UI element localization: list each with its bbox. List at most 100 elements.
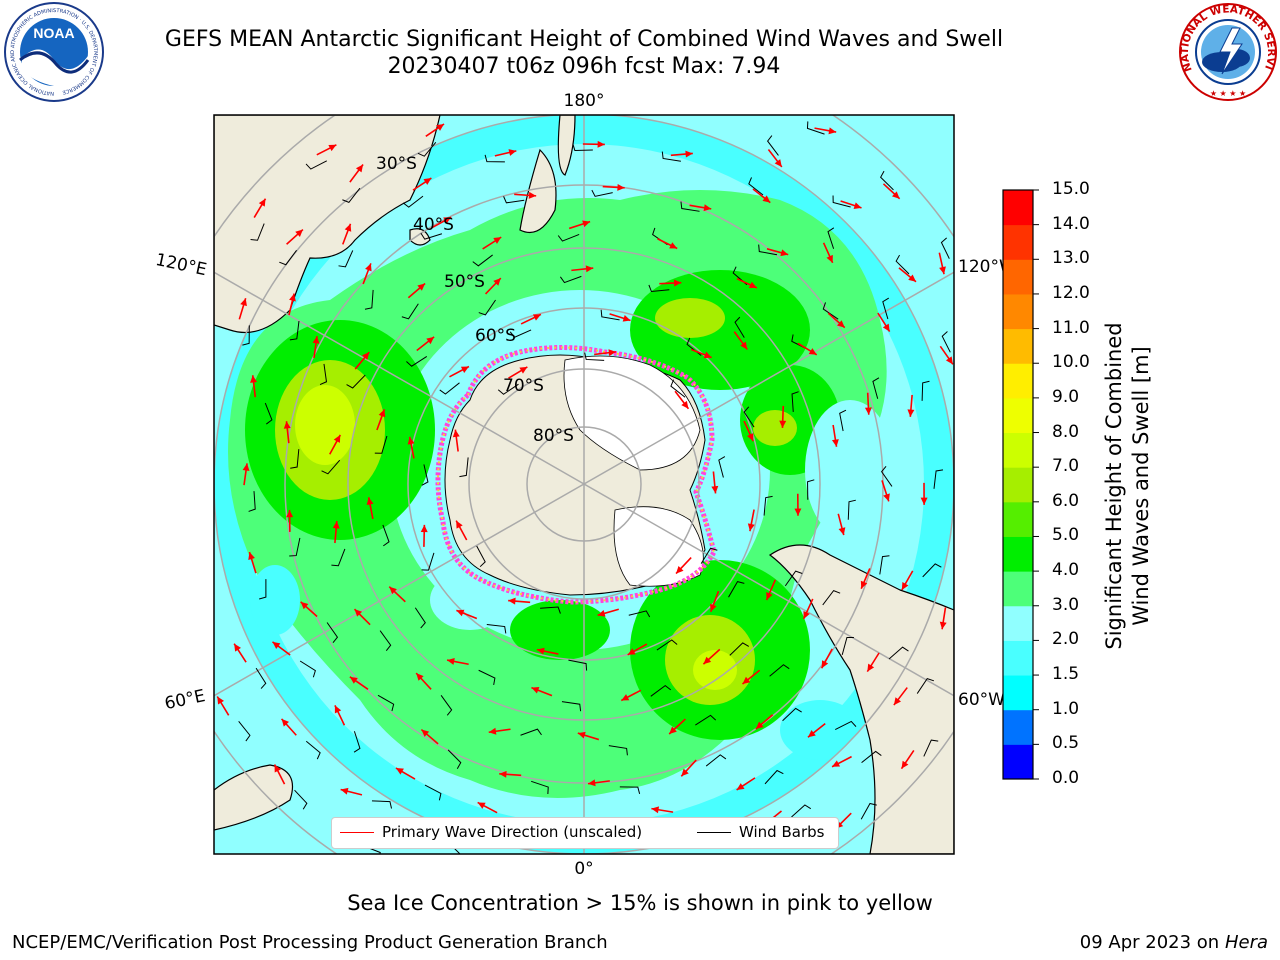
wind-barb — [882, 297, 890, 320]
wind-barb — [922, 563, 942, 578]
colorbar-bin — [1003, 640, 1033, 676]
chart-title: GEFS MEAN Antarctic Significant Height o… — [164, 27, 1004, 52]
wind-barb — [290, 449, 300, 469]
land-australia — [214, 115, 441, 334]
colorbar-tick-label: 9.0 — [1052, 386, 1080, 407]
wind-barb — [353, 731, 361, 753]
colorbar-label-line1: Significant Height of Combined — [1102, 322, 1126, 650]
colorbar-border — [1002, 189, 1034, 780]
wave-arrow-head — [531, 687, 540, 694]
wind-barb — [879, 555, 890, 575]
land-masses — [214, 115, 954, 854]
wave-arrow-head — [532, 314, 541, 321]
wind-barb — [619, 786, 641, 795]
wind-barb — [238, 721, 251, 742]
wave-arrow-head — [460, 366, 469, 373]
colorbar-tick-label: 8.0 — [1052, 421, 1080, 442]
wave-arrow-head — [443, 217, 452, 224]
wave-arrow-head — [456, 520, 463, 529]
colorbar-bin — [1003, 432, 1033, 468]
wave-arrow-head — [333, 434, 341, 443]
wind-barb — [861, 750, 882, 764]
colorbar-bin — [1003, 571, 1033, 607]
wind-barb — [888, 646, 909, 660]
wind-barb — [299, 660, 316, 678]
footer-date-text: 09 Apr 2023 on — [1079, 932, 1225, 953]
wave-arrow-head — [417, 283, 426, 291]
wave-arrow-head — [328, 144, 337, 152]
wave-arrow-head — [837, 320, 845, 328]
wave-arrow-head — [378, 409, 386, 418]
wind-barb — [242, 325, 250, 346]
chart-subtitle: 20230407 t06z 096h fcst Max: 7.94 — [387, 54, 781, 79]
wind-barbs — [238, 121, 951, 854]
wind-barb — [941, 331, 951, 353]
wave-arrow-head — [597, 140, 605, 148]
wave-arrow-head — [807, 730, 816, 738]
wave-arrow-head — [681, 400, 689, 409]
colorbar-bin — [1003, 744, 1033, 780]
legend-swatch-wind-barbs — [697, 832, 731, 833]
lat-label-70s: 70°S — [503, 376, 544, 396]
wave-arrow-head — [622, 315, 631, 322]
wave-arrow-head — [703, 351, 712, 359]
wind-barb — [769, 664, 790, 677]
colorbar-tick-label: 11.0 — [1052, 317, 1090, 338]
sea-ice-edge-yellow — [437, 346, 716, 604]
colorbar-bin — [1003, 467, 1033, 503]
wave-arrow-head — [742, 676, 751, 685]
wind-barb — [421, 552, 435, 571]
wind-barb — [656, 639, 678, 651]
wind-barb — [531, 780, 549, 795]
wind-barb — [718, 456, 726, 478]
wind-barb — [895, 254, 910, 275]
wind-barb — [933, 469, 944, 489]
wave-arrow-head — [248, 552, 255, 560]
wind-barb — [484, 154, 505, 163]
wave-arrow-head — [766, 592, 773, 601]
wind-barb — [476, 545, 486, 568]
wind-barb — [364, 289, 374, 310]
wave-arrow-head — [703, 204, 712, 212]
wind-barb — [557, 233, 580, 242]
wave-arrow-head — [234, 643, 241, 652]
wave-arrow-head — [831, 439, 839, 447]
wind-barb — [289, 537, 301, 557]
wave-arrow-head — [651, 806, 660, 814]
wave-arrow-head — [669, 242, 678, 249]
wave-arrow-head — [627, 648, 636, 655]
wave-arrow-head — [669, 726, 677, 734]
wave-arrow-head — [340, 787, 349, 795]
wind-barb — [478, 669, 496, 686]
wind-barb — [374, 435, 388, 454]
wave-arrow-head — [426, 336, 435, 345]
wave-arrow-head — [853, 202, 862, 209]
colorbar-tick-label: 2.0 — [1052, 629, 1080, 650]
wind-barb — [420, 232, 443, 240]
wind-barb — [520, 728, 542, 736]
wind-barb — [321, 459, 341, 475]
wave-arrow-head — [736, 783, 745, 790]
wind-barb — [509, 329, 532, 338]
wave-arrow-head — [703, 656, 712, 665]
wave-arrow-head — [828, 127, 837, 135]
wave-arrow-head — [452, 429, 460, 438]
wind-barb — [248, 491, 256, 512]
wind-barb — [568, 659, 588, 671]
wind-barb — [705, 754, 727, 767]
colorbar-label-line2: Wind Waves and Swell [m] — [1129, 346, 1153, 626]
colorbar-tick-label: 14.0 — [1052, 213, 1090, 234]
wave-arrow-head — [907, 409, 915, 417]
wave-arrow-head — [608, 349, 617, 357]
wave-arrow-head — [779, 420, 787, 428]
wave-arrow-head — [366, 497, 374, 506]
colorbar-tick-label: 10.0 — [1052, 352, 1090, 373]
wind-barb — [331, 548, 346, 567]
wind-barb — [832, 195, 851, 208]
wind-barb — [572, 143, 593, 151]
wind-barb — [503, 196, 525, 204]
wave-arrow-head — [821, 660, 829, 669]
wave-arrow-head — [588, 779, 596, 787]
wave-arrow-head — [945, 356, 953, 365]
wave-arrow-head — [740, 341, 748, 350]
